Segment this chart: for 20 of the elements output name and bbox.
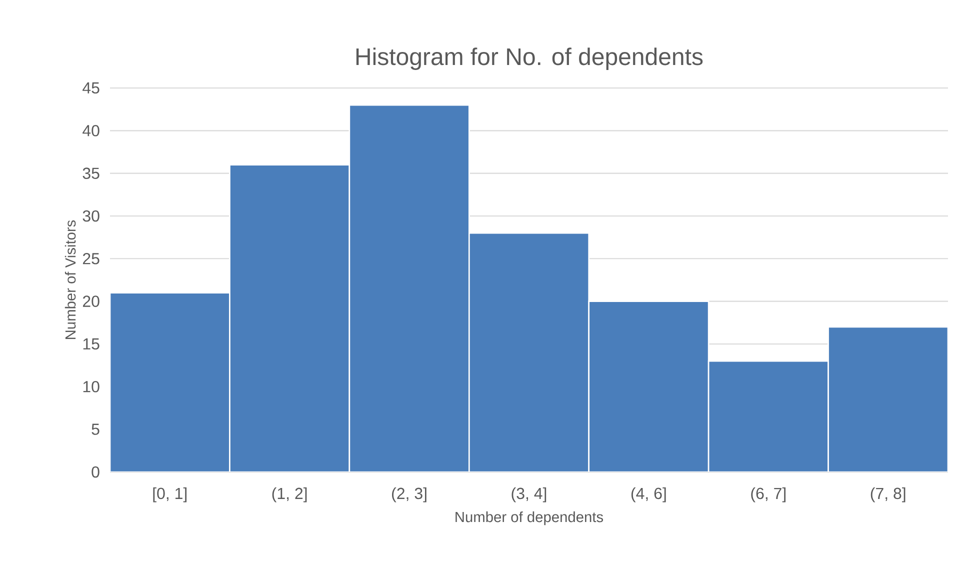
y-tick-label: 35	[82, 168, 100, 179]
y-tick-label: 0	[92, 466, 100, 478]
y-tick-label: 5	[92, 424, 100, 435]
x-tick-label: (6, 7]	[751, 487, 786, 502]
x-tick-label: [0, 1]	[153, 487, 186, 502]
y-tick-label: 30	[82, 210, 100, 222]
y-tick-label: 15	[83, 338, 100, 350]
x-tick-label: (4, 6]	[631, 487, 666, 502]
y-tick-label: 10	[83, 380, 100, 392]
x-tick-label: (1, 2]	[272, 487, 307, 502]
chart-title: Histogram for No. of dependents	[356, 48, 703, 70]
y-tick-label: 20	[82, 296, 100, 307]
y-axis-title: Number of Visitors	[64, 220, 76, 339]
y-tick-label: 40	[82, 124, 100, 136]
x-tick-label: (3, 4]	[512, 487, 546, 502]
x-tick-label: (2, 3]	[392, 487, 426, 502]
y-tick-label: 45	[82, 82, 100, 94]
x-axis-title: Number of dependents	[456, 511, 604, 526]
y-tick-label: 25	[82, 252, 100, 264]
x-tick-label: (7, 8]	[870, 487, 906, 502]
